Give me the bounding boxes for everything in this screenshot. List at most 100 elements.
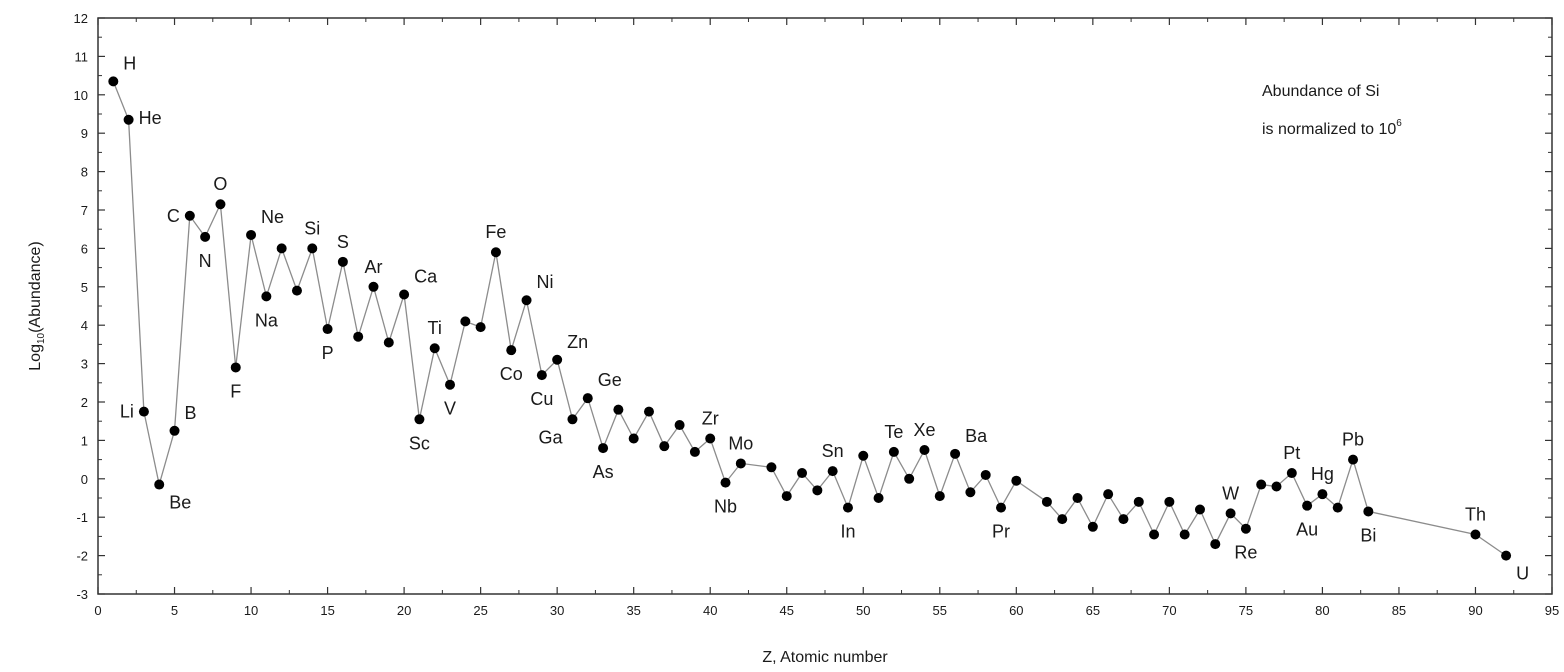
data-point [1332, 502, 1343, 513]
data-point [643, 406, 654, 417]
x-tick-label: 70 [1162, 603, 1176, 618]
y-tick-label: -1 [76, 510, 88, 525]
element-label-th: Th [1465, 504, 1486, 524]
y-tick-label: 11 [75, 49, 89, 64]
data-point [1011, 475, 1022, 486]
data-point [445, 379, 456, 390]
data-point [674, 420, 685, 431]
data-point [842, 502, 853, 513]
y-axis-title-rest: (Abundance) [27, 241, 44, 333]
data-point [1072, 493, 1083, 503]
element-label-na: Na [255, 310, 279, 330]
data-point [1118, 514, 1129, 525]
data-point [735, 458, 746, 469]
data-point [950, 448, 961, 459]
data-point [689, 446, 700, 457]
element-label-h: H [123, 53, 136, 73]
annotation-line-2: is normalized to 106 [1262, 118, 1402, 138]
data-point [1240, 523, 1251, 534]
element-label-f: F [230, 381, 241, 401]
element-label-sn: Sn [822, 441, 844, 461]
data-point [980, 469, 991, 480]
data-point [904, 473, 915, 484]
data-point [1501, 550, 1512, 561]
data-point [276, 243, 287, 254]
data-point [368, 281, 379, 292]
y-tick-label: 3 [81, 357, 88, 372]
element-label-ga: Ga [538, 427, 563, 447]
y-tick-label: 12 [74, 11, 88, 26]
element-label-ar: Ar [364, 257, 382, 277]
x-tick-label: 35 [626, 603, 640, 618]
axis-ticks: 0 5 10 15 20 25 30 35 40 45 50 55 60 65 70 75 80 85 90 95-3… [74, 11, 1560, 618]
y-tick-label: 9 [81, 126, 88, 141]
x-tick-label: 15 [320, 603, 334, 618]
element-label-pt: Pt [1283, 443, 1300, 463]
element-label-mo: Mo [728, 433, 753, 453]
data-point [1271, 481, 1282, 492]
data-point [261, 291, 272, 302]
series-layer [108, 76, 1512, 561]
data-point [1194, 504, 1205, 515]
data-point [858, 450, 869, 461]
x-tick-label: 85 [1392, 603, 1406, 618]
x-tick-label: 5 [171, 603, 178, 618]
annotation-line-2-text: is normalized to 10 [1262, 121, 1396, 138]
data-point [399, 289, 410, 300]
annotation-superscript: 6 [1396, 118, 1402, 129]
x-tick-label: 20 [397, 603, 411, 618]
data-point [246, 229, 257, 240]
y-tick-label: 10 [74, 88, 88, 103]
data-point [536, 370, 547, 381]
data-point [490, 247, 501, 258]
data-point [108, 76, 119, 87]
data-point [215, 199, 226, 210]
y-axis-title: Log10(Abundance) [27, 241, 47, 370]
element-label-ne: Ne [261, 207, 284, 227]
element-label-v: V [444, 399, 456, 419]
data-point [475, 322, 486, 333]
data-point [965, 487, 976, 498]
x-tick-label: 40 [703, 603, 717, 618]
element-label-s: S [337, 232, 349, 252]
element-label-p: P [322, 343, 334, 363]
data-point [154, 479, 165, 490]
element-label-as: As [593, 462, 614, 482]
data-point [383, 337, 394, 348]
element-label-be: Be [169, 493, 191, 513]
data-point [934, 491, 945, 502]
x-tick-label: 45 [780, 603, 794, 618]
element-label-pb: Pb [1342, 430, 1364, 450]
element-label-li: Li [120, 402, 134, 422]
data-point [628, 433, 639, 444]
element-label-ba: Ba [965, 426, 988, 446]
element-label-in: In [840, 522, 855, 542]
y-axis-title-subscript: 10 [36, 332, 47, 344]
x-tick-label: 65 [1086, 603, 1100, 618]
x-tick-label: 0 [94, 603, 101, 618]
data-point [1041, 496, 1052, 507]
y-axis-title-main: Log [27, 344, 44, 371]
data-point [552, 354, 563, 365]
x-tick-label: 90 [1468, 603, 1482, 618]
element-label-hg: Hg [1311, 464, 1334, 484]
data-point [506, 345, 517, 356]
element-label-w: W [1222, 483, 1239, 503]
data-point [1087, 521, 1098, 532]
element-label-zn: Zn [567, 332, 588, 352]
data-point [812, 485, 823, 496]
data-point [705, 433, 716, 444]
x-tick-label: 30 [550, 603, 564, 618]
data-point [888, 446, 899, 457]
y-tick-label: -3 [76, 587, 88, 602]
point-label-layer: H He Li Be B C N O F Ne Na Si P S Ar Ca Sc Ti V Fe Co Ni Cu Zn G… [120, 53, 1529, 583]
data-point [797, 468, 808, 479]
data-point [1256, 479, 1267, 490]
data-point [353, 331, 364, 342]
x-tick-label: 95 [1545, 603, 1559, 618]
data-point [1317, 489, 1328, 500]
x-tick-label: 25 [473, 603, 487, 618]
data-point [337, 256, 348, 267]
